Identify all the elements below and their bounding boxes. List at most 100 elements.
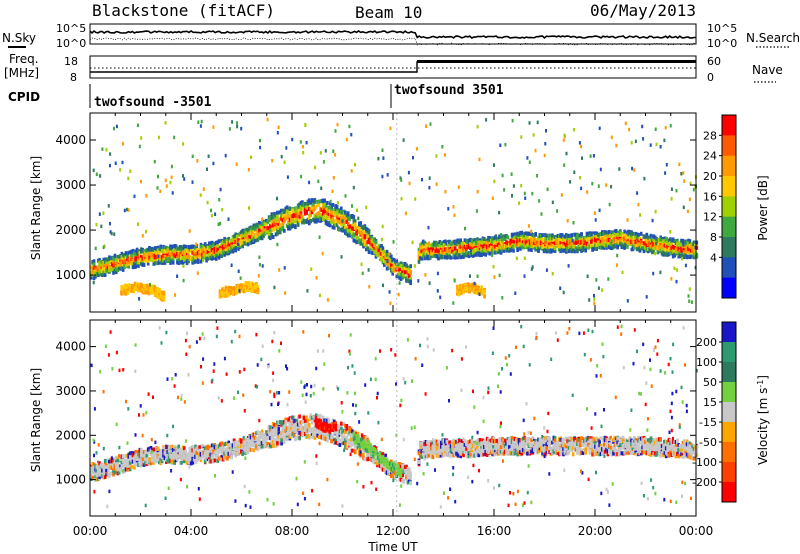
echo-cell bbox=[593, 293, 595, 298]
echo-cell bbox=[303, 201, 307, 206]
echo-cell bbox=[680, 242, 683, 247]
echo-cell bbox=[352, 232, 356, 237]
echo-cell bbox=[496, 237, 500, 242]
echo-cell bbox=[349, 214, 353, 219]
echo-cell bbox=[237, 446, 240, 450]
echo-cell bbox=[270, 439, 274, 444]
echo-cell bbox=[544, 240, 547, 245]
echo-cell bbox=[287, 225, 290, 230]
echo-cell bbox=[121, 262, 125, 267]
echo-cell bbox=[653, 246, 657, 251]
echo-cell bbox=[92, 269, 96, 274]
echo-cell bbox=[585, 241, 589, 246]
echo-cell bbox=[140, 247, 143, 252]
echo-cell bbox=[265, 227, 268, 232]
echo-cell bbox=[680, 172, 683, 176]
echo-cell bbox=[224, 153, 227, 158]
echo-cell bbox=[494, 244, 497, 249]
echo-cell bbox=[327, 205, 331, 210]
echo-cell bbox=[246, 437, 250, 442]
echo-cell bbox=[138, 453, 142, 458]
echo-cell bbox=[574, 236, 578, 241]
echo-cell bbox=[423, 241, 426, 246]
echo-cell bbox=[159, 257, 162, 262]
echo-cell bbox=[366, 235, 369, 240]
echo-cell bbox=[114, 161, 117, 165]
echo-cell bbox=[381, 224, 384, 229]
echo-cell bbox=[683, 253, 686, 258]
echo-cell bbox=[608, 245, 611, 250]
echo-cell bbox=[664, 237, 667, 241]
echo-cell bbox=[298, 211, 301, 216]
echo-cell bbox=[447, 207, 450, 211]
echo-cell bbox=[581, 238, 585, 243]
echo-cell bbox=[151, 256, 154, 261]
echo-cell bbox=[134, 257, 137, 262]
echo-cell bbox=[682, 205, 685, 210]
echo-cell bbox=[259, 231, 262, 236]
echo-cell bbox=[167, 455, 171, 460]
echo-cell bbox=[173, 450, 176, 455]
echo-cell bbox=[135, 260, 139, 265]
echo-cell bbox=[110, 459, 114, 464]
echo-cell bbox=[408, 273, 411, 278]
echo-cell bbox=[631, 231, 635, 236]
echo-cell bbox=[308, 215, 311, 220]
echo-cell bbox=[492, 240, 496, 245]
echo-cell bbox=[475, 286, 479, 290]
echo-cell bbox=[606, 241, 610, 246]
echo-cell bbox=[474, 247, 478, 252]
echo-cell bbox=[545, 236, 549, 241]
echo-cell bbox=[295, 435, 299, 440]
echo-cell bbox=[551, 235, 554, 240]
echo-cell bbox=[312, 199, 315, 204]
echo-cell bbox=[334, 153, 337, 157]
echo-cell bbox=[245, 231, 249, 236]
echo-cell bbox=[235, 162, 238, 166]
echo-cell bbox=[99, 262, 103, 267]
echo-cell bbox=[516, 248, 519, 252]
cpid-label: CPID bbox=[8, 90, 40, 104]
echo-cell bbox=[235, 290, 238, 295]
echo-cell bbox=[233, 234, 236, 239]
echo-cell bbox=[469, 251, 472, 256]
echo-cell bbox=[400, 178, 403, 182]
echo-cell bbox=[355, 228, 358, 233]
echo-cell bbox=[570, 236, 574, 241]
echo-cell bbox=[478, 292, 481, 296]
echo-cell bbox=[108, 268, 111, 273]
echo-cell bbox=[409, 264, 412, 269]
echo-cell bbox=[395, 274, 399, 279]
echo-cell bbox=[440, 241, 443, 246]
echo-cell bbox=[675, 188, 678, 193]
echo-cell bbox=[389, 301, 392, 306]
echo-cell bbox=[474, 240, 478, 245]
echo-cell bbox=[315, 276, 318, 280]
echo-cell bbox=[141, 461, 144, 466]
echo-cell bbox=[340, 219, 343, 224]
echo-cell bbox=[573, 170, 576, 174]
echo-cell bbox=[595, 278, 598, 282]
echo-cell bbox=[216, 253, 219, 258]
echo-cell bbox=[521, 243, 525, 248]
echo-cell bbox=[228, 127, 231, 131]
echo-cell bbox=[595, 238, 599, 243]
echo-cell bbox=[452, 244, 456, 249]
echo-cell bbox=[159, 244, 162, 249]
echo-cell bbox=[688, 252, 692, 257]
echo-cell bbox=[270, 216, 274, 220]
echo-cell bbox=[167, 448, 171, 453]
echo-cell bbox=[281, 208, 285, 213]
echo-cell bbox=[271, 439, 275, 444]
echo-cell bbox=[276, 426, 279, 431]
echo-cell bbox=[377, 248, 381, 253]
echo-cell bbox=[115, 469, 118, 473]
echo-cell bbox=[377, 156, 380, 161]
echo-cell bbox=[478, 240, 482, 245]
echo-cell bbox=[270, 433, 274, 438]
echo-cell bbox=[286, 175, 289, 179]
echo-cell bbox=[230, 447, 233, 451]
echo-cell bbox=[660, 245, 662, 249]
echo-cell bbox=[340, 227, 343, 232]
